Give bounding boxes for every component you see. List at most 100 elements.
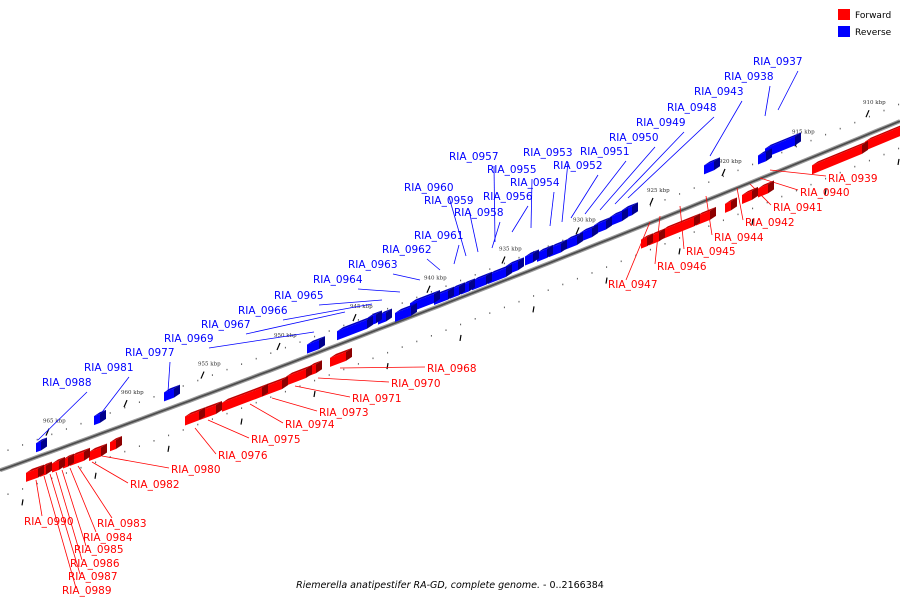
major-tick bbox=[501, 256, 506, 264]
leader-line bbox=[709, 100, 743, 157]
forward-gene bbox=[865, 125, 900, 151]
gene-label: RIA_0990 bbox=[24, 516, 74, 528]
forward-gene-side bbox=[38, 464, 44, 478]
leader-line bbox=[207, 419, 250, 439]
forward-gene-top bbox=[52, 456, 65, 464]
leader-line bbox=[764, 85, 771, 117]
forward-gene-side bbox=[731, 197, 737, 211]
leader-line bbox=[392, 273, 421, 281]
forward-gene-side bbox=[710, 206, 716, 220]
forward-gene-side bbox=[282, 376, 288, 390]
leader-line bbox=[599, 146, 656, 211]
forward-gene-top bbox=[26, 464, 44, 473]
leader-line bbox=[318, 299, 383, 306]
gene-label: RIA_0958 bbox=[454, 207, 504, 219]
leader-line bbox=[69, 467, 97, 533]
leader-line bbox=[55, 471, 83, 561]
reverse-gene-side bbox=[506, 263, 512, 277]
major-tick bbox=[721, 168, 726, 177]
forward-gene-top bbox=[330, 347, 352, 358]
forward-gene-front bbox=[26, 468, 38, 482]
leader-line bbox=[549, 191, 555, 227]
reverse-gene-side bbox=[367, 315, 373, 329]
reverse-gene-side bbox=[376, 310, 382, 324]
reverse-gene-side bbox=[100, 409, 106, 423]
gene-label: RIA_0970 bbox=[391, 378, 441, 390]
lower-tick bbox=[751, 218, 754, 225]
tick-label: 925 kbp bbox=[647, 188, 670, 194]
major-tick bbox=[426, 285, 431, 293]
leader-line bbox=[468, 209, 479, 253]
forward-gene-side bbox=[694, 213, 700, 227]
leader-line bbox=[37, 391, 88, 441]
forward-gene-top bbox=[110, 436, 122, 443]
gene-label: RIA_0988 bbox=[42, 377, 92, 389]
genome-backbone bbox=[0, 119, 900, 473]
forward-gene-side bbox=[862, 140, 868, 154]
tick-label: 965 kbp bbox=[43, 419, 66, 425]
gene-label: RIA_0974 bbox=[285, 419, 335, 431]
reverse-gene-side bbox=[606, 216, 612, 230]
reverse-gene-top bbox=[704, 157, 720, 166]
gene-label: RIA_0956 bbox=[483, 191, 533, 203]
reverse-gene-top bbox=[758, 148, 772, 156]
reverse-gene-side bbox=[714, 157, 720, 171]
gene-label: RIA_0986 bbox=[70, 558, 120, 570]
gene-label: RIA_0971 bbox=[352, 393, 402, 405]
gene-features bbox=[26, 125, 900, 482]
forward-gene-front bbox=[286, 369, 306, 386]
leader-line bbox=[491, 221, 501, 249]
reverse-gene-top bbox=[610, 208, 628, 217]
reverse-gene-side bbox=[319, 336, 325, 350]
forward-gene bbox=[641, 233, 653, 249]
gene-label: RIA_0980 bbox=[171, 464, 221, 476]
forward-gene-side bbox=[659, 228, 665, 242]
leader-line bbox=[317, 377, 390, 383]
forward-gene-top bbox=[758, 180, 774, 189]
forward-gene-side bbox=[68, 453, 74, 467]
reverse-gene-front bbox=[36, 441, 41, 453]
forward-gene-side bbox=[647, 233, 653, 247]
forward-gene-side bbox=[216, 400, 222, 414]
forward-gene bbox=[89, 443, 107, 461]
forward-gene bbox=[26, 464, 44, 482]
leader-line bbox=[614, 131, 685, 205]
reverse-gene-side bbox=[547, 244, 553, 258]
reverse-gene-front bbox=[395, 306, 411, 323]
lower-tick bbox=[459, 334, 462, 342]
genome-caption: Riemerella anatipestifer RA-GD, complete… bbox=[296, 580, 604, 591]
gene-label: RIA_0945 bbox=[686, 246, 736, 258]
gene-label: RIA_0941 bbox=[773, 202, 823, 214]
forward-gene-top bbox=[742, 186, 758, 195]
reverse-gene-side bbox=[469, 278, 475, 292]
reverse-gene-front bbox=[164, 388, 174, 402]
reverse-gene-front bbox=[610, 212, 622, 226]
forward-gene-top bbox=[262, 376, 288, 388]
gene-label: RIA_0968 bbox=[427, 363, 477, 375]
gene-label: RIA_0950 bbox=[609, 132, 659, 144]
leader-line bbox=[493, 165, 496, 243]
legend-reverse-label: Reverse bbox=[855, 28, 892, 38]
leader-line bbox=[249, 403, 284, 424]
reverse-gene-top bbox=[410, 290, 440, 304]
forward-gene-top bbox=[812, 140, 868, 166]
reverse-gene bbox=[472, 271, 492, 291]
gene-label: RIA_0976 bbox=[218, 450, 268, 462]
lower-tick bbox=[532, 306, 535, 313]
leader-line bbox=[570, 174, 599, 219]
forward-gene-top bbox=[696, 206, 716, 217]
major-tick bbox=[352, 313, 357, 322]
leader-line bbox=[759, 177, 799, 191]
gene-label-leaders bbox=[35, 70, 827, 589]
leader-line bbox=[769, 169, 827, 177]
reverse-gene-top bbox=[488, 263, 512, 276]
forward-gene-side bbox=[346, 347, 352, 361]
reverse-gene-top bbox=[549, 239, 567, 249]
reverse-gene-side bbox=[386, 308, 392, 322]
gene-label: RIA_0969 bbox=[164, 333, 214, 345]
leader-line bbox=[43, 475, 77, 589]
gene-label: RIA_0940 bbox=[800, 187, 850, 199]
lower-tick bbox=[605, 277, 608, 284]
reverse-gene-front bbox=[537, 248, 547, 262]
